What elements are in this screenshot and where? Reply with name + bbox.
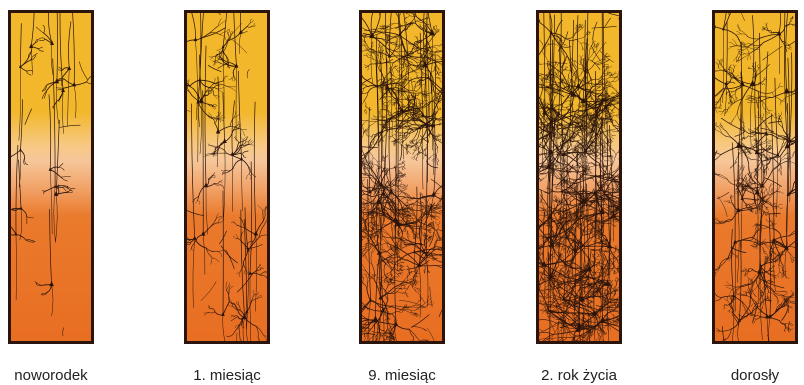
- neurons-noworodek: [11, 13, 91, 337]
- neurons-9-miesiac: [362, 13, 442, 341]
- caption-1-miesiac: 1. miesiąc: [193, 367, 261, 384]
- caption-2-rok-zycia: 2. rok życia: [541, 367, 617, 384]
- neurons-2-rok-zycia: [539, 13, 619, 341]
- caption-dorosly: dorosły: [730, 367, 780, 384]
- neurons-1-miesiac: [187, 13, 267, 341]
- neurons-dorosly: [715, 13, 795, 341]
- panel-noworodek: [8, 10, 94, 344]
- caption-9-miesiac: 9. miesiąc: [368, 367, 436, 384]
- panel-1-miesiac: [184, 10, 270, 344]
- caption-noworodek: noworodek: [14, 367, 88, 384]
- panel-2-rok-zycia: [536, 10, 622, 344]
- panel-dorosly: [712, 10, 798, 344]
- panel-9-miesiac: [359, 10, 445, 344]
